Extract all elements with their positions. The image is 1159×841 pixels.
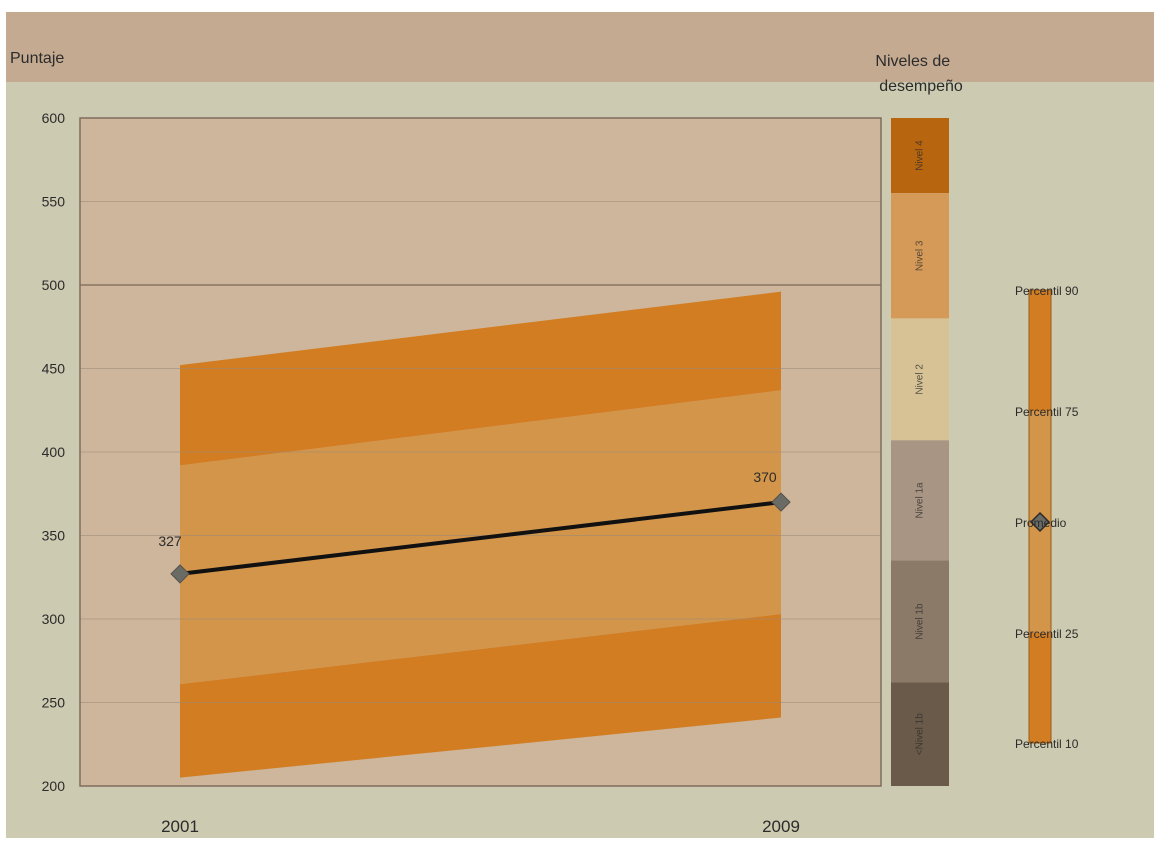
levels-title-line-1: Niveles de (875, 53, 950, 70)
x-tick-2009: 2009 (762, 817, 800, 836)
levels-bar: Nivel 4 Nivel 3 Nivel 2 Nivel 1a Nivel 1b <Ni… (891, 118, 949, 786)
legend-band-bottom (1029, 633, 1051, 743)
band-p75-p90 (180, 291, 781, 466)
legend-item-0: Percentil 90 (1015, 284, 1079, 298)
level-label-3: Nivel 1a (915, 482, 926, 519)
legend-item-2: Promedio (1015, 516, 1067, 530)
y-tick-450: 450 (42, 361, 66, 377)
y-axis-title: Puntaje (10, 50, 64, 67)
legend-item-4: Percentil 10 (1015, 737, 1079, 751)
data-label-2009: 370 (753, 469, 777, 485)
legend: Percentil 90 Percentil 75 Promedio Percenti… (1015, 284, 1079, 751)
levels-title: Niveles de desempeño (875, 53, 962, 95)
legend-border (1028, 289, 1052, 744)
mean-marker-2009 (771, 492, 791, 512)
plot-border (79, 117, 882, 787)
gridlines (80, 201, 881, 703)
bands (180, 291, 781, 778)
level-label-4: Nivel 1b (915, 603, 926, 640)
legend-item-1: Percentil 75 (1015, 405, 1079, 419)
x-tick-2001: 2001 (161, 817, 199, 836)
mean-line (179, 500, 782, 576)
level-segment-4 (891, 560, 949, 683)
x-axis-ticks: 2001 2009 (161, 817, 800, 836)
data-label-2001: 327 (158, 533, 182, 549)
levels-title-line-2: desempeño (879, 78, 963, 95)
level-segment-3 (891, 440, 949, 561)
legend-item-3: Percentil 25 (1015, 627, 1079, 641)
header-band (6, 12, 1154, 82)
y-tick-300: 300 (42, 611, 66, 627)
y-tick-500: 500 (42, 277, 66, 293)
mean-line-group: 327 370 (158, 469, 791, 584)
mean-marker-2001 (170, 564, 190, 584)
legend-band-top (1029, 290, 1051, 411)
level-label-5: <Nivel 1b (915, 713, 926, 755)
y-tick-250: 250 (42, 695, 66, 711)
level-label-1: Nivel 3 (915, 240, 926, 271)
level-segment-5 (891, 682, 949, 786)
y-tick-400: 400 (42, 444, 66, 460)
band-p10-p25 (180, 613, 781, 778)
level-label-2: Nivel 2 (915, 364, 926, 395)
level-segment-1 (891, 193, 949, 319)
y-axis-ticks: 600 550 500 450 400 350 300 250 200 (42, 110, 66, 794)
legend-marker (1029, 511, 1051, 533)
level-label-0: Nivel 4 (915, 140, 926, 171)
y-tick-550: 550 (42, 194, 66, 210)
level-segment-2 (891, 318, 949, 441)
y-tick-350: 350 (42, 528, 66, 544)
level-segment-0 (891, 118, 949, 194)
y-tick-200: 200 (42, 778, 66, 794)
y-tick-600: 600 (42, 110, 66, 126)
